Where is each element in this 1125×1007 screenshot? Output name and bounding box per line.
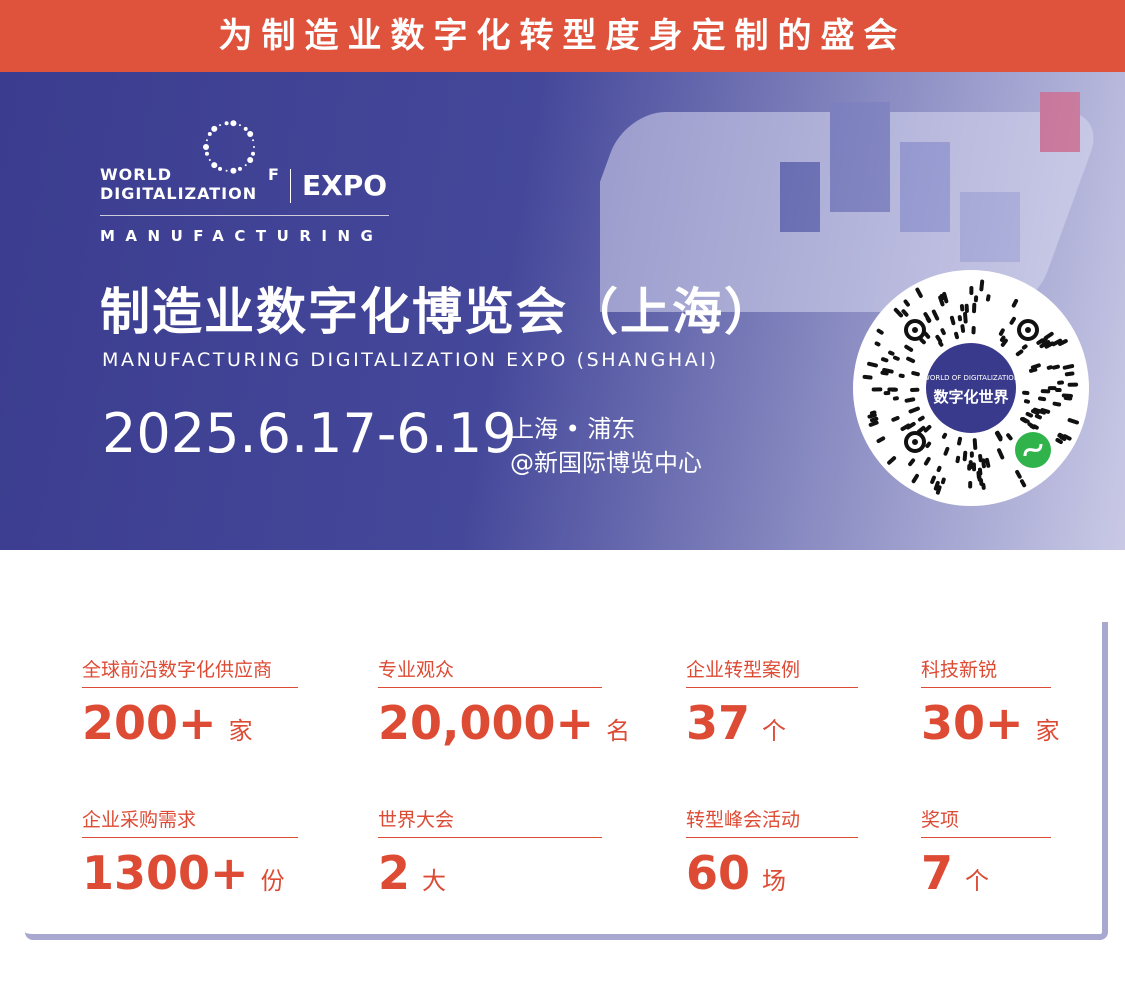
stat-value: 200+ (82, 696, 217, 750)
logo-manufacturing-text: MANUFACTURING (100, 227, 384, 245)
stat-value: 2 (378, 846, 411, 900)
expo-subtitle: MANUFACTURING DIGITALIZATION EXPO (SHANG… (102, 349, 719, 371)
stat-label: 世界大会 (378, 805, 602, 838)
stat-value-row: 60 场 (686, 846, 858, 900)
stat-unit: 份 (260, 867, 285, 895)
stat-unit: 名 (606, 717, 631, 745)
logo-expo-text: EXPO (302, 169, 388, 202)
qr-pattern: WORLD OF DIGITALIZATION 数字化世界 (862, 279, 1079, 495)
stat-unit: 家 (228, 717, 253, 745)
slogan-bar: 为制造业数字化转型度身定制的盛会 (0, 0, 1125, 72)
stat-value-row: 37 个 (686, 696, 858, 750)
stat-label: 企业转型案例 (686, 655, 858, 688)
stat-value-row: 1300+ 份 (82, 846, 298, 900)
stat-value: 1300+ (82, 846, 249, 900)
hero-banner: WORLD DIGITALIZATION F EXPO MANUFACTURIN… (0, 72, 1125, 550)
expo-title: 制造业数字化博览会（上海） (100, 283, 776, 341)
mini-program-qr-code[interactable]: WORLD OF DIGITALIZATION 数字化世界 (853, 270, 1089, 506)
stat-value-row: 200+ 家 (82, 696, 298, 750)
stat-item: 全球前沿数字化供应商 200+ 家 (82, 655, 298, 750)
mini-program-icon (1015, 432, 1051, 468)
venue-city: 上海 • 浦东 (510, 415, 636, 443)
stat-value: 60 (686, 846, 751, 900)
stat-item: 专业观众 20,000+ 名 (378, 655, 630, 750)
stat-item: 企业转型案例 37 个 (686, 655, 858, 750)
stat-item: 科技新锐 30+ 家 (921, 655, 1060, 750)
stat-label: 转型峰会活动 (686, 805, 858, 838)
logo-world-text: WORLD DIGITALIZATION (100, 165, 258, 203)
stat-value: 37 (686, 696, 751, 750)
stat-value: 20,000+ (378, 696, 595, 750)
venue-hall: @新国际博览中心 (510, 449, 702, 477)
logo-ring-icon (203, 120, 256, 174)
stat-item: 企业采购需求 1300+ 份 (82, 805, 298, 900)
stat-label: 科技新锐 (921, 655, 1051, 688)
stats-card (25, 622, 1108, 940)
stat-label: 全球前沿数字化供应商 (82, 655, 298, 688)
stat-value-row: 30+ 家 (921, 696, 1060, 750)
stat-unit: 个 (762, 717, 787, 745)
qr-center-text: 数字化世界 (933, 388, 1008, 406)
expo-venue: 上海 • 浦东 @新国际博览中心 (510, 412, 702, 480)
expo-date: 2025.6.17-6.19 (102, 402, 517, 465)
stat-label: 专业观众 (378, 655, 602, 688)
stat-unit: 家 (1035, 717, 1060, 745)
svg-text:WORLD OF DIGITALIZATION: WORLD OF DIGITALIZATION (923, 374, 1019, 382)
stat-label: 奖项 (921, 805, 1051, 838)
stat-value-row: 20,000+ 名 (378, 696, 630, 750)
stat-value: 7 (921, 846, 954, 900)
stat-label: 企业采购需求 (82, 805, 298, 838)
stat-unit: 场 (762, 867, 787, 895)
city-illustration (600, 92, 1094, 312)
stat-item: 转型峰会活动 60 场 (686, 805, 858, 900)
stat-unit: 个 (965, 867, 990, 895)
stat-unit: 大 (422, 867, 447, 895)
logo-of-text: F (268, 165, 279, 184)
stat-value: 30+ (921, 696, 1024, 750)
